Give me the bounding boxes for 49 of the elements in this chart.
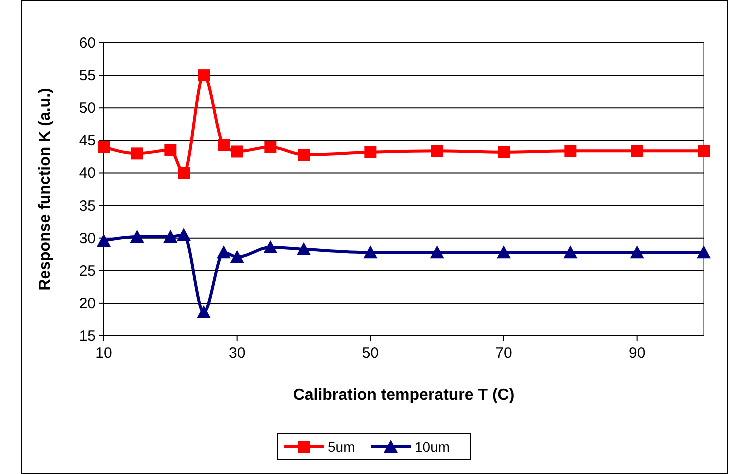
point xyxy=(631,145,644,158)
point xyxy=(230,250,244,264)
y-tick-label: 25 xyxy=(79,262,96,280)
x-axis-title: Calibration temperature T (C) xyxy=(293,387,515,404)
point xyxy=(178,167,190,180)
point xyxy=(630,246,644,259)
point xyxy=(264,141,277,154)
y-tick-label: 20 xyxy=(79,295,96,312)
y-tick-label: 30 xyxy=(79,230,96,248)
point xyxy=(97,234,111,247)
point xyxy=(164,144,177,156)
y-tick-label: 50 xyxy=(79,100,96,118)
point xyxy=(130,230,144,244)
point xyxy=(430,246,444,259)
point xyxy=(297,242,311,256)
point xyxy=(364,146,377,158)
x-tick-label: 70 xyxy=(496,345,512,362)
x-tick-label: 10 xyxy=(96,345,112,362)
point xyxy=(231,146,244,158)
point xyxy=(564,145,577,158)
y-tick-label: 45 xyxy=(79,132,96,150)
y-tick-label: 55 xyxy=(79,68,96,85)
legend-label: 10um xyxy=(415,439,450,455)
point xyxy=(264,240,278,254)
y-tick-label: 15 xyxy=(79,328,96,345)
point xyxy=(98,141,110,154)
point xyxy=(697,246,711,259)
point xyxy=(497,246,511,259)
y-axis-title: Response function K (a.u.) xyxy=(37,88,54,291)
point xyxy=(364,246,378,259)
point xyxy=(197,306,211,319)
x-tick-label: 90 xyxy=(628,345,646,362)
legend-label: 5um xyxy=(328,439,356,455)
y-tick-label: 40 xyxy=(79,165,96,182)
point xyxy=(698,145,710,158)
point xyxy=(498,146,510,158)
point xyxy=(431,145,444,158)
point xyxy=(131,148,144,160)
point xyxy=(218,139,230,152)
point xyxy=(564,246,578,259)
point xyxy=(177,228,191,242)
point xyxy=(198,70,210,82)
point xyxy=(164,230,178,244)
point xyxy=(298,148,310,161)
y-tick-label: 35 xyxy=(79,198,96,215)
x-tick-label: 30 xyxy=(228,345,246,362)
y-tick-label: 60 xyxy=(79,35,96,52)
point xyxy=(217,246,231,259)
x-tick-label: 50 xyxy=(362,345,380,362)
